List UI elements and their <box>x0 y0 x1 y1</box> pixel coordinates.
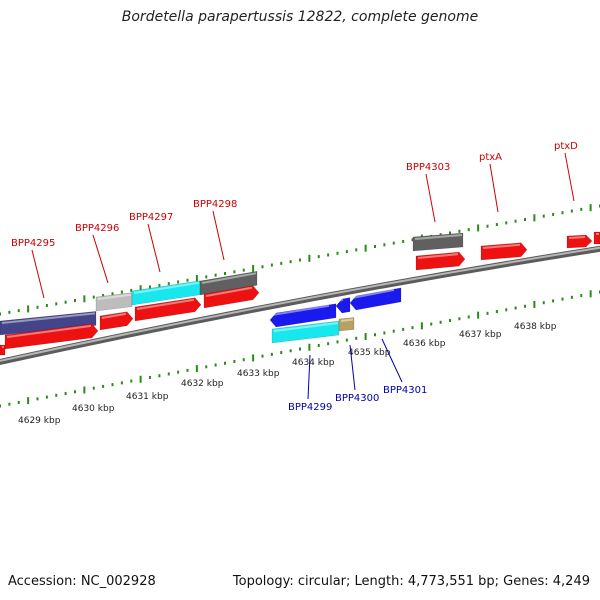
backbone-highlight <box>0 246 600 362</box>
gene-highlight <box>201 272 257 284</box>
gene-arrow <box>593 231 600 245</box>
upper-gene-labels: BPP4295 BPP4296 BPP4297 BPP4298 BPP4303 … <box>11 141 578 249</box>
callout-line <box>564 152 575 202</box>
gene-label: BPP4295 <box>11 238 55 249</box>
gene-arrow <box>269 303 337 328</box>
gene-arrow <box>415 251 466 271</box>
gene-label: BPP4299 <box>288 402 332 413</box>
topology-text: Topology: circular; Length: 4,773,551 bp… <box>232 574 590 589</box>
ruler-label: 4632 kbp <box>181 379 224 389</box>
gene-arrow <box>0 344 6 356</box>
gene-label: BPP4296 <box>75 223 119 234</box>
gene-label: BPP4301 <box>383 385 427 396</box>
gene-label: BPP4298 <box>193 199 237 210</box>
gene-bar <box>338 317 355 332</box>
gene-highlight <box>340 318 354 322</box>
callout-line <box>31 249 45 299</box>
backbone-line <box>0 245 600 365</box>
gene-arrow <box>134 297 202 322</box>
gene-label: ptxD <box>554 141 578 152</box>
callout-line <box>307 354 311 400</box>
gene-highlight <box>1 312 96 324</box>
ruler-labels: 4629 kbp 4630 kbp 4631 kbp 4632 kbp 4633… <box>18 322 557 426</box>
gene-arrow <box>335 297 351 314</box>
gene-highlight <box>417 253 459 259</box>
gene-highlight <box>133 281 200 294</box>
map-title: Bordetella parapertussis 12822, complete… <box>121 9 479 25</box>
ruler-label: 4638 kbp <box>514 322 557 332</box>
gene-highlight <box>6 324 92 338</box>
gene-arrow <box>566 234 593 249</box>
gene-highlight <box>414 234 463 240</box>
ruler-label: 4631 kbp <box>126 392 169 402</box>
gene-arrow <box>480 242 528 261</box>
ruler-label: 4637 kbp <box>459 330 502 340</box>
lower-scale-ticks <box>0 290 600 408</box>
callout-line <box>147 223 161 273</box>
ruler-label: 4634 kbp <box>292 358 335 368</box>
gene-highlight <box>568 236 586 239</box>
gene-highlight <box>97 293 132 300</box>
gene-arrow <box>349 287 402 311</box>
gene-highlight <box>482 243 521 249</box>
gene-highlight <box>205 286 253 297</box>
ruler-label: 4636 kbp <box>403 339 446 349</box>
callout-line <box>425 173 436 223</box>
gene-label: BPP4300 <box>335 393 379 404</box>
gene-arrow <box>99 311 134 331</box>
gene-highlight <box>351 288 395 299</box>
genome-backbone <box>0 245 600 365</box>
ruler-label: 4633 kbp <box>237 369 280 379</box>
gene-bar <box>199 271 258 296</box>
callout-line <box>349 344 356 391</box>
gene-bar <box>0 311 97 336</box>
ruler-label: 4630 kbp <box>72 404 115 414</box>
gene-bar <box>412 232 464 252</box>
callout-line <box>212 210 225 261</box>
gene-callouts <box>31 152 575 400</box>
gene-highlight <box>273 321 339 332</box>
accession-text: Accession: NC_002928 <box>8 574 156 589</box>
gene-bar <box>271 320 340 344</box>
lower-gene-labels: BPP4299 BPP4300 BPP4301 <box>288 385 427 413</box>
gene-label: ptxA <box>479 152 502 163</box>
callout-line <box>92 234 109 284</box>
gene-highlight <box>337 298 344 302</box>
gene-label: BPP4303 <box>406 162 450 173</box>
gene-label: BPP4297 <box>129 212 173 223</box>
gene-highlight <box>136 298 195 310</box>
gene-highlight <box>101 312 127 319</box>
callout-line <box>489 163 499 213</box>
gene-bar <box>95 292 133 312</box>
gene-features <box>0 231 600 356</box>
gene-highlight <box>271 304 330 316</box>
ruler-label: 4635 kbp <box>348 348 391 358</box>
ruler-label: 4629 kbp <box>18 416 61 426</box>
gene-arrow <box>203 285 260 309</box>
callout-line <box>381 338 403 383</box>
